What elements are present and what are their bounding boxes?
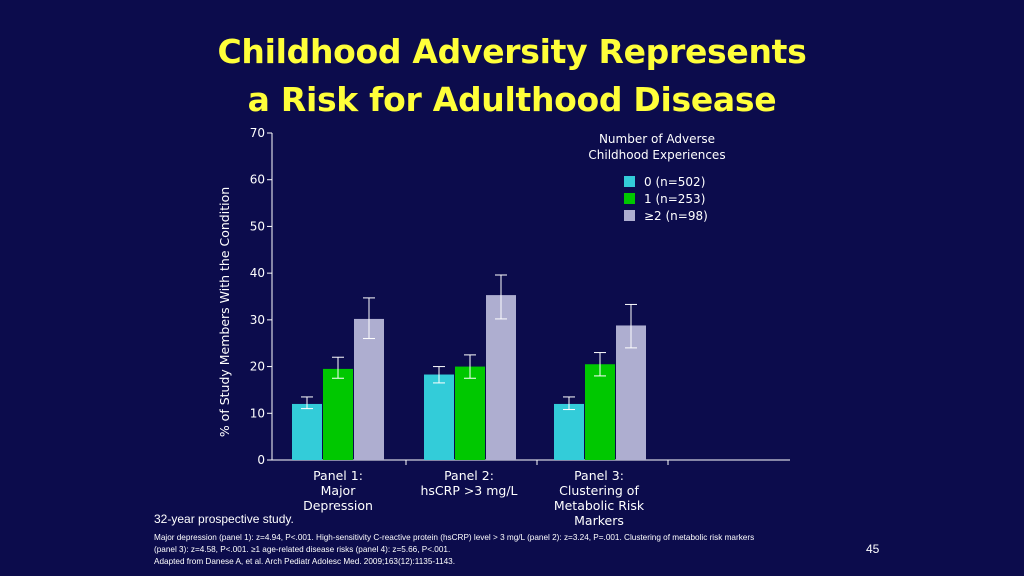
legend-label: 0 (n=502)	[644, 175, 705, 189]
bar	[486, 295, 516, 460]
bar	[455, 366, 485, 460]
bar	[323, 368, 353, 460]
bar	[585, 364, 615, 460]
y-axis-label: % of Study Members With the Condition	[217, 187, 232, 437]
legend-title: Number of Adverse	[599, 132, 715, 146]
y-tick-label: 20	[250, 360, 265, 374]
page-number: 45	[866, 542, 880, 556]
legend-swatch	[624, 210, 635, 221]
study-note: 32-year prospective study.	[154, 512, 294, 526]
category-label: Metabolic Risk	[554, 498, 645, 513]
category-label: Major	[321, 483, 357, 498]
category-label: Panel 2:	[444, 468, 494, 483]
bar	[554, 403, 584, 460]
chart-legend: Number of Adverse Childhood Experiences 0 …	[588, 132, 725, 223]
category-label: Markers	[574, 513, 624, 528]
y-tick-label: 70	[250, 126, 265, 140]
footnote-citation: Adapted from Danese A, et al. Arch Pedia…	[154, 557, 456, 566]
y-tick-label: 50	[250, 219, 265, 233]
y-tick-label: 60	[250, 173, 265, 187]
bar	[354, 318, 384, 460]
legend-swatch	[624, 193, 635, 204]
legend-swatch	[624, 176, 635, 187]
category-label: Clustering of	[559, 483, 639, 498]
legend-label: 1 (n=253)	[644, 192, 705, 206]
category-label: Depression	[303, 498, 373, 513]
y-tick-label: 0	[257, 453, 265, 467]
footnote-line-1: Major depression (panel 1): z=4.94, P<.0…	[154, 533, 755, 542]
title-line-2: a Risk for Adulthood Disease	[247, 80, 777, 119]
footnote-line-2: (panel 3): z=4.58, P<.001. ≥1 age-relate…	[154, 545, 451, 554]
y-tick-label: 30	[250, 313, 265, 327]
category-label: hsCRP >3 mg/L	[420, 483, 517, 498]
category-label: Panel 3:	[574, 468, 624, 483]
bar	[424, 374, 454, 460]
legend-title: Childhood Experiences	[588, 148, 725, 162]
category-label: Panel 1:	[313, 468, 363, 483]
y-tick-label: 40	[250, 266, 265, 280]
legend-label: ≥2 (n=98)	[644, 209, 708, 223]
title-line-1: Childhood Adversity Represents	[217, 32, 807, 71]
slide-title: Childhood Adversity Represents a Risk fo…	[0, 28, 1024, 124]
bar	[292, 403, 322, 460]
chart-bars	[292, 274, 646, 460]
chart-axes: 0 10 20 30 40 50 60 70 % of Study Members With t…	[217, 126, 790, 467]
y-tick-label: 10	[250, 406, 265, 420]
